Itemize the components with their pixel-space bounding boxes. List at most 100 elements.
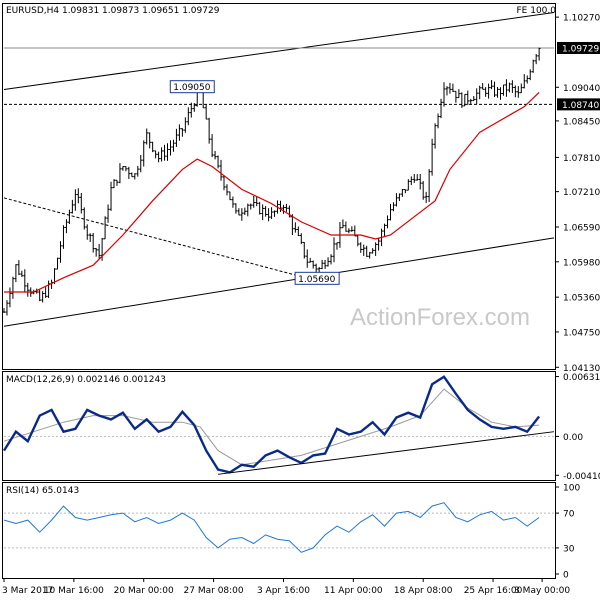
level-price-marker-text: 1.08740 — [562, 101, 599, 111]
candle — [62, 225, 65, 249]
rsi-label: RSI(14) 65.0143 — [6, 486, 79, 496]
candle — [472, 96, 476, 102]
candle — [8, 287, 12, 308]
candle — [409, 176, 413, 186]
candle — [279, 200, 282, 213]
main-panel-frame — [2, 3, 556, 370]
candle — [368, 251, 372, 259]
candle — [103, 216, 107, 240]
candle — [225, 184, 229, 196]
candle — [210, 134, 214, 158]
x-tick-label: 3 Mar 2017 — [2, 586, 53, 596]
candle — [145, 128, 149, 145]
annotation-label: 1.09050 — [173, 83, 210, 93]
candle — [178, 124, 181, 141]
candle — [73, 189, 77, 211]
candle — [97, 243, 101, 260]
candle — [395, 193, 398, 207]
candle — [436, 113, 440, 129]
candle — [163, 144, 166, 161]
candle — [186, 107, 190, 126]
candle — [400, 189, 404, 197]
rsi-y-axis-ticks: 100 70 30 0 — [555, 484, 580, 581]
candle — [130, 172, 134, 178]
candle — [353, 225, 357, 237]
candle — [222, 175, 226, 191]
candle — [255, 196, 259, 207]
candle — [493, 81, 496, 98]
candle — [335, 242, 339, 250]
y-tick-label: 1.05980 — [563, 258, 600, 268]
candle — [273, 210, 276, 217]
candle — [288, 205, 291, 218]
candle — [347, 228, 351, 234]
candle — [70, 199, 74, 214]
candle — [234, 203, 238, 214]
trendline-falling-line — [3, 197, 302, 278]
candle — [374, 242, 378, 256]
candle — [249, 203, 253, 210]
candle — [11, 276, 15, 299]
y-tick-label: 1.04130 — [563, 364, 600, 374]
candle — [127, 166, 131, 179]
candle — [311, 260, 315, 269]
candle — [154, 150, 158, 159]
candle — [531, 59, 535, 73]
candle — [136, 165, 140, 177]
candle — [386, 215, 389, 229]
candle — [356, 235, 360, 247]
y-tick-label: 1.04750 — [563, 328, 600, 338]
candle — [282, 204, 285, 214]
annotation-box — [169, 80, 215, 94]
candle — [398, 193, 401, 201]
candle — [481, 82, 485, 90]
candle — [231, 196, 235, 208]
candle — [246, 203, 250, 217]
candle — [502, 84, 505, 96]
candle — [496, 87, 499, 98]
candle — [430, 138, 434, 176]
candle — [537, 47, 541, 61]
candle — [267, 208, 270, 222]
moving-average-line — [4, 91, 540, 293]
candle — [499, 87, 502, 100]
candle — [68, 209, 71, 224]
candle — [383, 223, 386, 237]
candle — [362, 244, 366, 256]
candle — [172, 139, 175, 152]
candle — [85, 224, 89, 240]
candle — [365, 245, 369, 257]
main-title: EURUSD,H4 1.09831 1.09873 1.09651 1.0972… — [6, 6, 220, 16]
annotation-1.05690: 1.05690 — [294, 271, 340, 285]
x-tick-label: 20 Mar 00:00 — [114, 586, 174, 596]
candle — [516, 86, 520, 98]
candle — [94, 247, 98, 257]
last-price-marker: 1.09729 — [557, 41, 600, 54]
x-tick-label: 3 May 00:00 — [514, 586, 570, 596]
candle — [112, 179, 116, 189]
candle — [445, 86, 449, 96]
candle — [285, 203, 288, 212]
candle — [41, 291, 45, 303]
candle — [466, 90, 470, 106]
candle — [207, 117, 211, 144]
candle — [478, 85, 482, 100]
candle — [23, 269, 27, 293]
candle — [258, 201, 262, 215]
trendline-lower-channel — [3, 237, 555, 327]
level-price-marker: 1.08740 — [557, 98, 600, 111]
rsi-y-tick-label: 100 — [563, 484, 580, 494]
candle — [513, 85, 517, 98]
candle — [424, 191, 428, 204]
candle — [305, 249, 309, 268]
candle — [160, 147, 163, 162]
candle — [421, 181, 425, 200]
candle — [204, 104, 208, 120]
candle — [522, 74, 526, 89]
y-tick-label: 1.05360 — [563, 294, 600, 304]
candle — [326, 257, 330, 267]
candle — [216, 155, 220, 169]
x-tick-label: 18 Apr 08:00 — [394, 586, 453, 596]
